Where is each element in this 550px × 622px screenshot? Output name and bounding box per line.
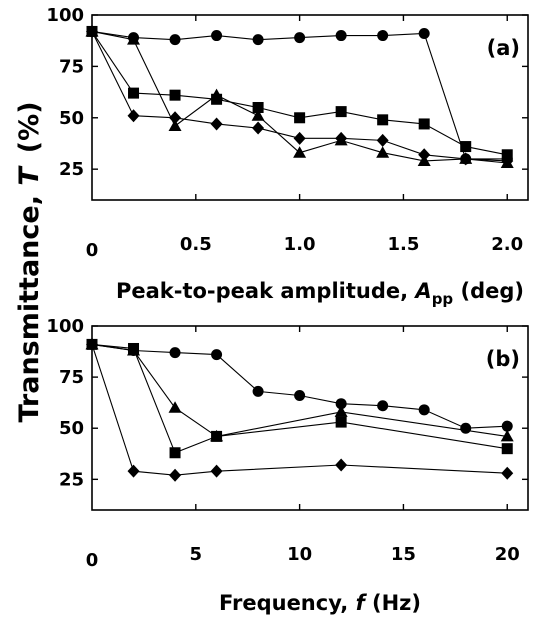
data-point-circle — [418, 28, 430, 39]
data-point-square — [128, 87, 140, 99]
data-point-circle — [335, 30, 347, 42]
data-point-triangle — [293, 146, 307, 158]
data-point-diamond — [169, 111, 182, 125]
series-line-circle — [91, 343, 508, 429]
data-point-diamond — [501, 466, 514, 480]
data-point-square — [294, 112, 306, 124]
data-point-circle — [377, 30, 389, 42]
y-tick-label: 25 — [59, 469, 84, 490]
data-point-diamond — [86, 337, 98, 351]
data-point-square — [460, 141, 472, 153]
data-point-circle — [377, 400, 389, 412]
x-tick-label: 1.0 — [284, 234, 316, 255]
x-axis-label-var: A — [413, 279, 431, 303]
y-tick-label: 25 — [59, 159, 84, 180]
x-tick-label: 0.5 — [180, 234, 212, 255]
data-point-diamond — [210, 464, 223, 478]
data-point-diamond — [418, 148, 431, 162]
x-tick-label: 10 — [287, 544, 312, 565]
data-point-diamond — [335, 458, 348, 472]
data-point-square — [501, 443, 513, 455]
x-tick-label: 0 — [86, 550, 99, 571]
y-tick-label: 50 — [59, 418, 84, 439]
data-point-square — [252, 102, 264, 113]
data-point-square — [377, 114, 389, 126]
data-point-triangle — [210, 88, 224, 101]
data-point-square — [418, 118, 430, 130]
x-tick-label: 20 — [495, 544, 520, 565]
series-line-triangle — [91, 343, 508, 437]
data-point-diamond — [169, 468, 182, 482]
data-point-triangle — [210, 429, 224, 442]
x-axis-label-main: Frequency, — [219, 591, 356, 615]
data-point-circle — [252, 385, 264, 397]
data-point-circle — [169, 34, 181, 46]
x-tick-label: 2.0 — [491, 234, 523, 255]
y-axis-label: Transmittance, T (%) — [14, 101, 45, 422]
x-axis-label-sub: pp — [432, 290, 454, 308]
panel-b: 25 50 75 100 0 5 10 15 20 Frequency, f (Hz) (b) — [46, 316, 529, 615]
data-point-circle — [501, 420, 513, 432]
data-point-diamond — [293, 131, 306, 145]
series-line-square — [91, 343, 508, 454]
y-axis-label-var: T — [14, 165, 45, 186]
data-point-diamond — [335, 131, 348, 145]
data-point-diamond — [252, 121, 265, 135]
y-axis-label-unit: (%) — [14, 101, 45, 153]
plot-frame — [91, 325, 529, 511]
data-point-circle — [294, 32, 306, 44]
y-tick-label: 100 — [46, 316, 84, 337]
data-point-circle — [460, 422, 472, 434]
data-point-triangle — [168, 401, 182, 413]
y-tick-label: 50 — [59, 108, 84, 129]
data-point-triangle — [334, 405, 348, 417]
data-point-circle — [294, 390, 306, 402]
x-axis-label-main: Peak-to-peak amplitude, — [116, 279, 415, 303]
data-point-square — [169, 89, 181, 101]
x-axis-label-unit: (Hz) — [365, 591, 421, 615]
x-axis-label: Frequency, f (Hz) — [219, 591, 421, 615]
x-axis-label-unit: (deg) — [453, 279, 524, 303]
data-point-circle — [335, 398, 347, 410]
data-point-diamond — [127, 464, 140, 478]
data-point-square — [335, 416, 347, 428]
x-tick-label: 5 — [190, 544, 203, 565]
data-point-circle — [211, 30, 223, 42]
series-line-diamond — [91, 344, 508, 476]
data-point-triangle — [127, 344, 141, 356]
data-point-square — [335, 106, 347, 118]
data-point-circle — [252, 34, 264, 46]
data-point-triangle — [500, 429, 514, 442]
y-tick-label: 75 — [59, 367, 84, 388]
data-point-triangle — [376, 146, 390, 158]
x-tick-label: 15 — [391, 544, 416, 565]
panel-label: (a) — [487, 36, 520, 60]
data-point-circle — [418, 404, 430, 416]
x-tick-label: 1.5 — [387, 234, 419, 255]
data-point-triangle — [251, 109, 265, 121]
panel-a: 25 50 75 100 0 0.5 1.0 1.5 2.0 Peak-to-peak ampli… — [46, 5, 529, 308]
data-point-circle — [169, 347, 181, 359]
data-point-diamond — [127, 109, 140, 123]
panel-label: (b) — [486, 347, 520, 371]
data-point-diamond — [210, 117, 223, 131]
data-point-square — [169, 447, 181, 459]
data-point-diamond — [459, 152, 472, 166]
x-tick-label: 0 — [86, 240, 99, 261]
x-axis-label: Peak-to-peak amplitude, App (deg) — [116, 279, 524, 308]
plot-frame — [91, 14, 529, 201]
y-tick-label: 100 — [46, 5, 84, 26]
data-point-diamond — [86, 24, 98, 38]
data-point-triangle — [168, 119, 182, 131]
data-point-diamond — [376, 133, 389, 147]
y-axis-label-main: Transmittance, — [14, 186, 45, 423]
data-point-circle — [211, 349, 223, 361]
x-axis-label-var: f — [356, 591, 368, 615]
data-point-triangle — [127, 33, 141, 45]
data-point-diamond — [501, 154, 514, 168]
y-tick-label: 75 — [59, 56, 84, 77]
